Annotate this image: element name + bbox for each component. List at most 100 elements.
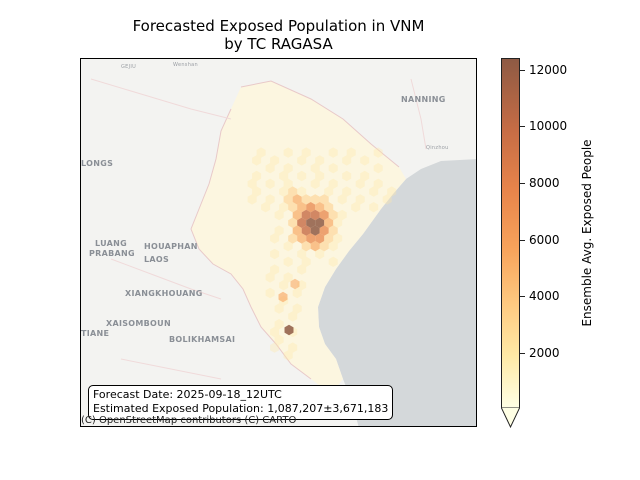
exposure-hex xyxy=(265,272,275,283)
map-attribution: (C) OpenStreetMap contributors (C) CARTO xyxy=(81,415,297,426)
exposure-hex xyxy=(328,241,338,252)
exposure-hex xyxy=(297,202,307,213)
exposure-hex xyxy=(315,202,325,213)
exposure-hex xyxy=(328,178,338,189)
exposure-hex xyxy=(324,233,334,244)
gulf-of-tonkin xyxy=(318,159,476,426)
exposure-hex xyxy=(319,194,329,205)
exposure-hex xyxy=(315,170,325,182)
forecast-info-box: Forecast Date: 2025-09-18_12UTC Estimate… xyxy=(88,385,394,420)
exposure-hex xyxy=(265,194,275,205)
map-title-line-1: Forecasted Exposed Population in VNM xyxy=(132,17,425,35)
exposure-hex xyxy=(288,233,298,244)
exposure-hex xyxy=(387,186,397,197)
exposure-hex xyxy=(283,256,293,267)
colorbar-tick xyxy=(520,70,525,71)
exposure-hex xyxy=(301,256,311,267)
exposure-hex xyxy=(310,178,320,189)
exposure-hex xyxy=(288,342,298,353)
exposure-hex xyxy=(328,256,338,267)
colorbar-tick-label: 12000 xyxy=(529,63,568,77)
exposure-hex xyxy=(310,241,320,252)
colorbar-tick xyxy=(520,240,525,241)
exposure-hex xyxy=(297,233,307,244)
colorbar-tick-label: 2000 xyxy=(529,346,560,360)
map-title-line-2: by TC RAGASA xyxy=(224,35,333,53)
place-label-laos: LAOS xyxy=(144,255,170,264)
exposure-hex xyxy=(355,178,365,189)
exposure-hex xyxy=(369,202,379,213)
exposure-hex xyxy=(369,186,379,197)
exposure-hex xyxy=(279,280,289,291)
exposure-hex xyxy=(284,324,294,336)
exposure-hex xyxy=(306,217,316,228)
exposure-hex xyxy=(342,170,352,182)
exposure-hex xyxy=(274,319,284,330)
basemap xyxy=(90,78,476,426)
exposure-hex xyxy=(274,225,284,236)
border-line-north xyxy=(240,80,400,168)
exposure-hex xyxy=(288,217,298,228)
exposure-hex xyxy=(297,155,307,166)
exposure-hex xyxy=(270,155,280,166)
exposure-hex xyxy=(283,194,293,205)
exposure-hex xyxy=(247,178,257,189)
place-label-xiangkhouang: XIANGKHOUANG xyxy=(125,289,203,298)
place-label-bolikhamsai: BOLIKHAMSAI xyxy=(169,335,236,344)
exposure-hex xyxy=(328,225,338,236)
exposure-hex xyxy=(346,147,356,158)
exposure-hex xyxy=(252,186,262,197)
colorbar-label: Ensemble Avg. Exposed People xyxy=(580,139,594,327)
forecast-date: Forecast Date: 2025-09-18_12UTC xyxy=(93,388,282,401)
exposure-hex xyxy=(315,155,325,166)
colorbar-tick-label: 10000 xyxy=(529,119,568,133)
exposure-hex xyxy=(292,287,302,299)
exposure-hex xyxy=(265,287,275,299)
exposure-hex xyxy=(328,163,338,174)
exposure-hex xyxy=(310,194,320,205)
road xyxy=(120,358,222,380)
place-label-xaisomboun: XAISOMBOUN xyxy=(106,319,171,328)
map-panel[interactable]: LUANG PRABANG HOUAPHAN LAOS XIANGKHOUANG… xyxy=(80,58,477,427)
colorbar-tick-label: 8000 xyxy=(529,176,560,190)
exposure-hex xyxy=(270,233,280,244)
place-label-longs: LONGS xyxy=(81,159,114,168)
exposure-hex xyxy=(333,217,343,228)
exposure-hex xyxy=(247,194,257,205)
exposure-hexbins xyxy=(247,147,397,361)
place-label-prabang: PRABANG xyxy=(89,249,135,258)
exposure-hex xyxy=(306,202,316,213)
exposure-hex xyxy=(301,194,311,205)
place-label-wenshan: Wenshan xyxy=(173,62,199,68)
exposure-hex xyxy=(292,194,302,205)
exposure-hex xyxy=(373,147,383,158)
exposure-hex xyxy=(319,241,329,252)
border-line xyxy=(190,108,312,380)
exposure-hex xyxy=(306,233,316,244)
exposure-hex xyxy=(288,202,298,213)
exposure-hex xyxy=(270,342,280,353)
road xyxy=(90,78,232,120)
exposure-hex xyxy=(324,202,334,213)
exposure-hex xyxy=(310,163,320,174)
place-label-houaphan: HOUAPHAN xyxy=(144,242,198,251)
exposure-hex xyxy=(373,178,383,189)
exposure-hex xyxy=(355,194,365,205)
exposure-hex xyxy=(256,147,266,158)
exposure-hex xyxy=(297,170,307,182)
exposure-hex xyxy=(270,248,280,260)
colorbar xyxy=(501,58,520,408)
exposure-hex xyxy=(292,209,302,221)
colorbar-tick xyxy=(520,126,525,127)
exposure-hex xyxy=(279,170,289,182)
exposure-hex xyxy=(342,186,352,197)
exposure-hex xyxy=(283,241,293,252)
exposure-hex xyxy=(328,209,338,221)
exposure-hex xyxy=(297,186,307,197)
exposure-hex xyxy=(328,147,338,158)
road xyxy=(410,78,427,150)
exposure-hex xyxy=(270,326,280,338)
colorbar-tick xyxy=(520,183,525,184)
colorbar-tick xyxy=(520,353,525,354)
exposure-hex xyxy=(310,225,320,236)
